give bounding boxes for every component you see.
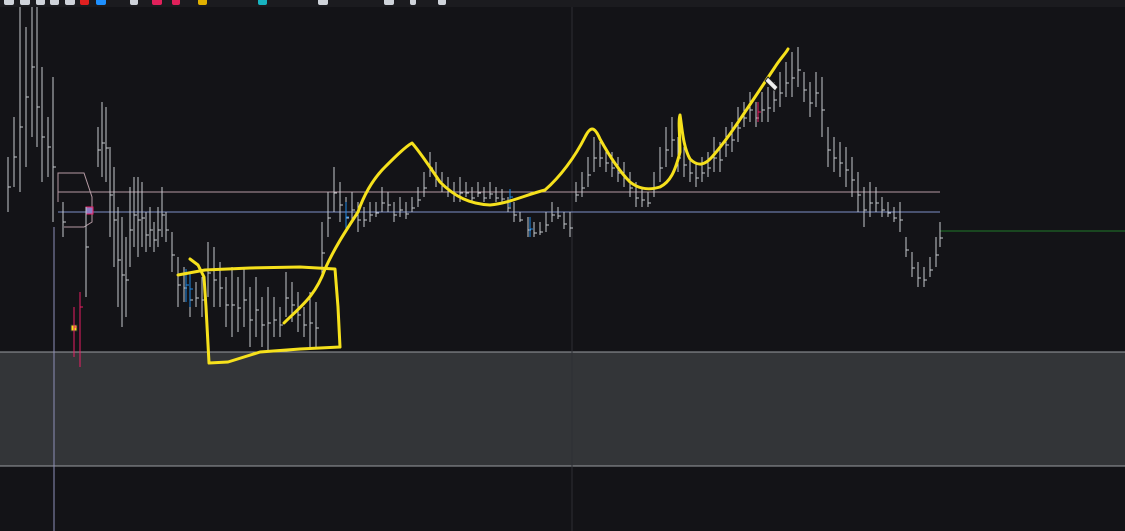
rectangle-tool-icon[interactable]	[20, 0, 30, 5]
settings-icon[interactable]	[318, 0, 328, 5]
price-chart[interactable]	[0, 7, 1125, 531]
pencil-tool-icon[interactable]	[384, 0, 394, 5]
level-marker-icon[interactable]	[85, 206, 94, 215]
volume-panel	[0, 352, 1125, 466]
alert-icon[interactable]	[152, 0, 162, 5]
pencil-tool-icon[interactable]	[4, 0, 14, 5]
pencil-cursor-icon	[764, 76, 779, 92]
record-icon[interactable]	[80, 0, 89, 5]
drawing-toolbar	[0, 0, 1125, 7]
indicator-bracket	[57, 172, 93, 228]
fib-tool-icon[interactable]	[65, 0, 75, 5]
path-tool-icon[interactable]	[50, 0, 59, 5]
circle-tool-icon[interactable]	[438, 0, 446, 5]
undo-icon[interactable]	[130, 0, 138, 5]
alert-icon[interactable]	[172, 0, 180, 5]
rectangle-annotation[interactable]	[176, 257, 342, 365]
lock-icon[interactable]	[198, 0, 207, 5]
circle-tool-icon[interactable]	[36, 0, 45, 5]
layout-icon[interactable]	[258, 0, 267, 5]
rectangle-tool-icon[interactable]	[410, 0, 416, 5]
trend-path-annotation[interactable]	[282, 47, 790, 325]
color-swatch-icon[interactable]	[96, 0, 106, 5]
